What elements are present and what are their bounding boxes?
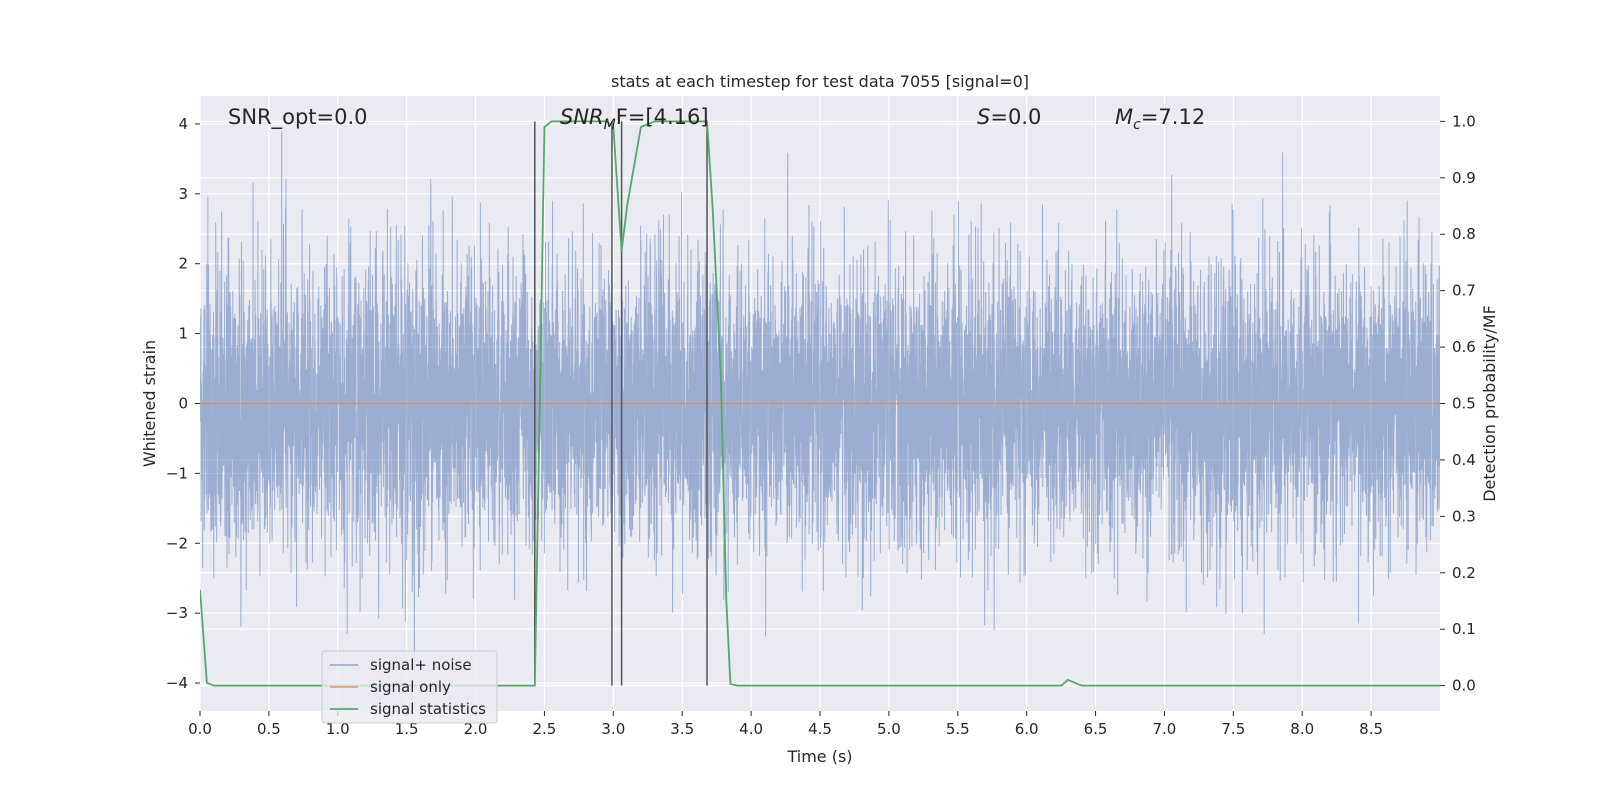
annotation-mc-main: M	[1115, 105, 1133, 129]
legend-item-signal-plus-noise: signal+ noise	[330, 656, 472, 674]
annotation-snr-opt: SNR_opt=0.0	[228, 105, 368, 130]
y-left-tick-label: 2	[178, 255, 188, 273]
y-right-tick-label: 0.4	[1452, 451, 1476, 469]
y-left-axis-ticks: −4 −3 −2 −1 0 1 2 3 4	[166, 115, 200, 692]
annotation-snr-mf: SNRMF=[4.16]	[560, 105, 709, 133]
legend-label-signal-only: signal only	[370, 678, 451, 696]
y-left-tick-label: 0	[178, 395, 188, 413]
chart-title: stats at each timestep for test data 705…	[611, 72, 1029, 91]
annotation-s: S=0.0	[977, 105, 1041, 129]
annotation-mc: Mc=7.12	[1115, 105, 1205, 133]
y-left-tick-label: −3	[166, 604, 188, 622]
x-tick-label: 2.5	[533, 720, 557, 738]
x-tick-label: 1.0	[326, 720, 350, 738]
annotation-snr-mf-rest: F=[4.16]	[616, 105, 709, 129]
x-tick-label: 5.0	[877, 720, 901, 738]
y-right-tick-label: 0.0	[1452, 677, 1476, 695]
annotation-s-rest: =0.0	[990, 105, 1041, 129]
y-right-tick-label: 0.5	[1452, 395, 1476, 413]
x-tick-label: 3.0	[601, 720, 625, 738]
y-right-tick-label: 0.1	[1452, 620, 1476, 638]
y-right-tick-label: 0.8	[1452, 225, 1476, 243]
x-tick-label: 2.0	[464, 720, 488, 738]
signal-plus-noise-series	[200, 132, 1440, 670]
x-tick-label: 7.5	[1221, 720, 1245, 738]
x-tick-label: 3.5	[670, 720, 694, 738]
signal-statistics-series	[200, 120, 1440, 687]
annotation-s-italic: S	[977, 105, 990, 129]
annotation-mc-rest: =7.12	[1141, 105, 1205, 129]
x-axis-ticks: 0.0 0.5 1.0 1.5 2.0 2.5 3.0 3.5 4.0 4.5 5.0 5.5 6.0 6…	[188, 711, 1383, 738]
x-tick-label: 1.5	[395, 720, 419, 738]
y-left-tick-label: 3	[178, 185, 188, 203]
x-tick-label: 8.0	[1290, 720, 1314, 738]
y-right-axis-label: Detection probability/MF	[1480, 305, 1499, 502]
y-left-tick-label: 1	[178, 325, 188, 343]
x-tick-label: 6.0	[1015, 720, 1039, 738]
y-right-tick-label: 0.3	[1452, 507, 1476, 525]
annotation-mc-sub: c	[1133, 117, 1141, 133]
y-left-tick-label: −2	[166, 534, 188, 552]
legend-label-signal-plus-noise: signal+ noise	[370, 656, 472, 674]
y-left-tick-label: −1	[166, 464, 188, 482]
y-left-axis-label: Whitened strain	[140, 340, 159, 467]
legend-item-signal-only: signal only	[330, 678, 451, 696]
annotation-snr-mf-main: SNR	[560, 105, 604, 129]
x-tick-label: 0.5	[257, 720, 281, 738]
legend-box	[321, 650, 498, 724]
legend-label-signal-statistics: signal statistics	[370, 700, 486, 718]
x-tick-label: 4.5	[808, 720, 832, 738]
x-tick-label: 7.0	[1153, 720, 1177, 738]
y-right-tick-label: 1.0	[1452, 112, 1476, 130]
x-tick-label: 8.5	[1359, 720, 1383, 738]
x-tick-label: 4.0	[739, 720, 763, 738]
y-right-tick-label: 0.2	[1452, 564, 1476, 582]
detection-markers	[534, 121, 708, 686]
y-left-tick-label: −4	[166, 674, 188, 692]
legend: signal+ noise signal only signal statist…	[321, 650, 498, 724]
x-tick-label: 5.5	[946, 720, 970, 738]
y-right-tick-label: 0.6	[1452, 338, 1476, 356]
legend-item-signal-statistics: signal statistics	[330, 700, 486, 718]
y-right-axis-ticks: 0.0 0.1 0.2 0.3 0.4 0.5 0.6 0.7 0.8 0.9 1.0	[1440, 112, 1476, 695]
annotation-snr-mf-sub: M	[604, 117, 616, 133]
x-axis-label: Time (s)	[786, 747, 852, 766]
x-tick-label: 0.0	[188, 720, 212, 738]
x-tick-label: 6.5	[1084, 720, 1108, 738]
y-left-tick-label: 4	[178, 115, 188, 133]
y-right-tick-label: 0.7	[1452, 282, 1476, 300]
y-right-tick-label: 0.9	[1452, 169, 1476, 187]
